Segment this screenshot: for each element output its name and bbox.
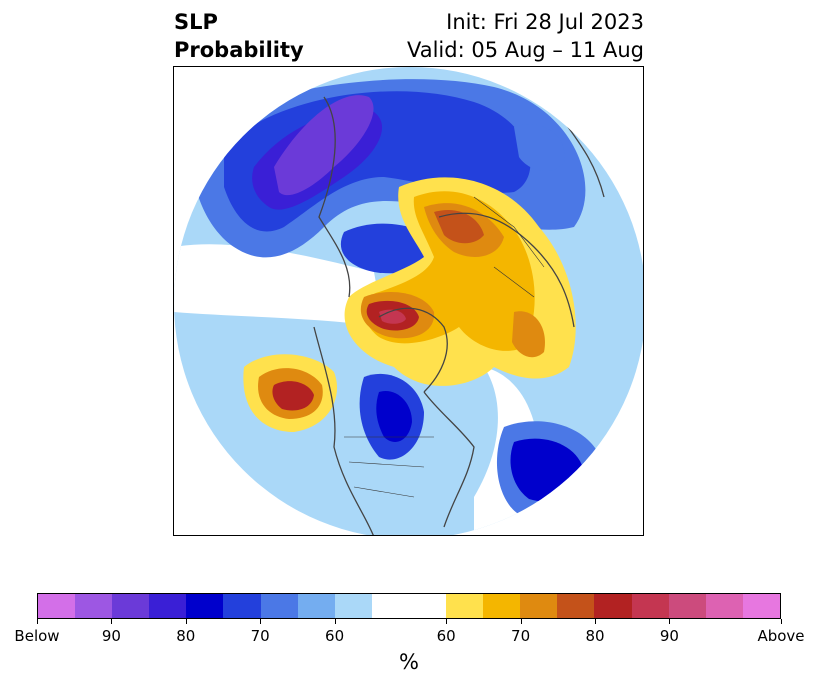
colorbar-segment	[446, 594, 484, 618]
colorbar-tickmark	[111, 619, 113, 624]
colorbar-segment	[520, 594, 558, 618]
colorbar-tick-label: 60	[436, 627, 456, 645]
east-siberia-below	[514, 124, 565, 172]
political-borders	[344, 196, 545, 498]
coastlines	[313, 96, 605, 535]
colorbar-segment	[594, 594, 632, 618]
polar-map-panel	[173, 66, 644, 536]
colorbar-tick-label: 80	[585, 627, 605, 645]
colorbar-segment	[297, 594, 335, 618]
colorbar-tick-label: 80	[176, 627, 196, 645]
colorbar-segment	[112, 594, 150, 618]
colorbar-tick-label: Below	[14, 627, 60, 645]
colorbar-segment	[371, 594, 409, 618]
colorbar-tickmark	[520, 619, 522, 624]
colorbar-segment	[260, 594, 298, 618]
colorbar-tick-label: 90	[659, 627, 679, 645]
scandinavia-below-90	[274, 95, 374, 196]
colorbar-unit: %	[399, 650, 419, 674]
hudson-below-80	[376, 391, 412, 442]
forecast-dates: Init: Fri 28 Jul 2023 Valid: 05 Aug – 11…	[407, 8, 644, 64]
colorbar-segment	[668, 594, 706, 618]
colorbar-segment	[334, 594, 372, 618]
title-variable: SLP	[174, 10, 218, 34]
colorbar-segment	[223, 594, 261, 618]
colorbar-segment	[186, 594, 224, 618]
colorbar-tick-label: 60	[325, 627, 345, 645]
map-title: SLP Probability	[174, 8, 304, 64]
colorbar-tick-label: 70	[511, 627, 531, 645]
init-date: Init: Fri 28 Jul 2023	[446, 10, 644, 34]
colorbar-tick-label: 90	[101, 627, 121, 645]
siberia-above-75	[434, 209, 484, 244]
colorbar-tickmark	[185, 619, 187, 624]
colorbar-segment	[557, 594, 595, 618]
colorbar-segment	[705, 594, 743, 618]
east-arctic-above-70	[512, 311, 545, 358]
west-white-band	[174, 244, 384, 327]
colorbar-segment	[38, 594, 76, 618]
colorbar-segment	[483, 594, 521, 618]
colorbar-segment	[631, 594, 669, 618]
valid-range: Valid: 05 Aug – 11 Aug	[406, 38, 644, 62]
colorbar-tickmark	[446, 619, 448, 624]
colorbar	[37, 593, 781, 619]
colorbar-tickmark	[595, 619, 596, 624]
colorbar-segment	[408, 594, 447, 618]
colorbar-segment	[75, 594, 113, 618]
colorbar-segment	[149, 594, 187, 618]
colorbar-tickmark	[260, 619, 262, 624]
colorbar-tickmark	[334, 619, 336, 624]
colorbar-tickmark	[37, 619, 38, 624]
pacific-above-80	[272, 381, 314, 411]
colorbar-tickmark	[669, 619, 671, 624]
colorbar-tick-label: Above	[757, 627, 805, 645]
colorbar-segment	[742, 594, 780, 618]
title-quantity: Probability	[174, 38, 304, 62]
polar-map	[174, 67, 643, 535]
colorbar-tickmark	[781, 619, 782, 624]
colorbar-tick-label: 70	[250, 627, 270, 645]
